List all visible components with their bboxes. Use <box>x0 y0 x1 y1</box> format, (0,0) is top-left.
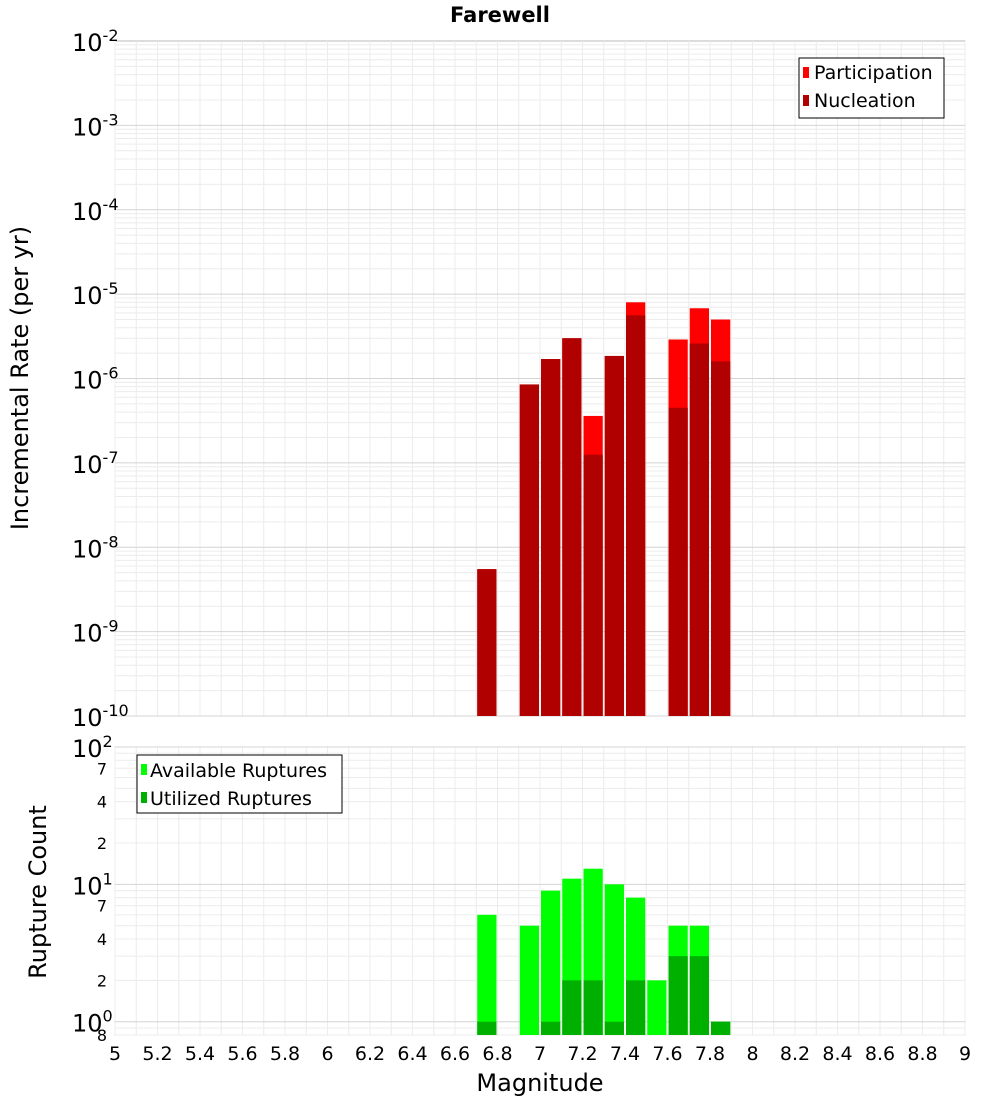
nucleation-legend-label: Nucleation <box>814 90 916 112</box>
utilized-ruptures-bar <box>541 1021 561 1035</box>
nucleation-bar <box>477 569 497 716</box>
rate-y-tick-label: 10-7 <box>72 448 119 479</box>
x-tick-labels: 5 5.2 5.4 5.6 5.8 6 6.2 6.4 6.6 6.8 7 7.2 7.4 7.6 7.8 8… <box>109 1043 971 1065</box>
rupture-bars <box>477 868 731 1035</box>
rate-gridlines <box>114 41 966 717</box>
utilized-ruptures-bar <box>562 980 582 1035</box>
nucleation-bar <box>668 407 688 716</box>
rupture-y-minor-tick-label: 7 <box>97 759 107 778</box>
x-tick-label: 8.8 <box>907 1043 937 1065</box>
x-tick-label: 6 <box>321 1043 333 1065</box>
rupture-count-plot: 100 101 102 8 2 4 7 2 4 7 5 5.2 5.4 5.6 5.8 6 6.2 6.4 6.6… <box>24 732 971 1097</box>
nucleation-bar <box>626 315 646 716</box>
x-tick-label: 5.4 <box>185 1043 215 1065</box>
rate-y-axis-label: Incremental Rate (per yr) <box>6 226 34 530</box>
x-tick-label: 9 <box>959 1043 971 1065</box>
available-ruptures-bar <box>604 884 624 1035</box>
rupture-y-minor-tick-label: 2 <box>97 971 107 990</box>
rate-plot: 10-10 10-9 10-8 10-7 10-6 10-5 10-4 10-3 10-2 In… <box>6 26 966 732</box>
rate-y-tick-label: 10-5 <box>72 279 119 310</box>
rupture-gridlines <box>114 746 966 1036</box>
x-tick-label: 6.8 <box>482 1043 512 1065</box>
x-tick-label: 8 <box>746 1043 758 1065</box>
x-tick-label: 7 <box>534 1043 546 1065</box>
x-tick-label: 5.8 <box>270 1043 300 1065</box>
participation-legend-swatch <box>803 67 809 78</box>
x-tick-label: 6.4 <box>397 1043 427 1065</box>
available-legend-swatch <box>141 764 147 775</box>
x-tick-label: 5 <box>109 1043 121 1065</box>
rate-y-tick-labels: 10-10 10-9 10-8 10-7 10-6 10-5 10-4 10-3 10-2 <box>72 26 129 732</box>
utilized-ruptures-bar <box>583 980 603 1035</box>
rupture-y-minor-tick-label: 8 <box>97 1026 107 1045</box>
rate-y-tick-label: 10-2 <box>72 26 119 57</box>
available-ruptures-bar <box>647 980 667 1035</box>
rupture-y-minor-tick-label: 4 <box>97 930 107 949</box>
x-tick-label: 7.2 <box>567 1043 597 1065</box>
nucleation-bar <box>689 343 709 716</box>
nucleation-bar <box>583 454 603 716</box>
available-ruptures-bar <box>541 890 561 1035</box>
rate-y-tick-label: 10-10 <box>72 701 129 732</box>
x-tick-label: 5.6 <box>227 1043 257 1065</box>
utilized-ruptures-bar <box>668 956 688 1035</box>
utilized-legend-label: Utilized Ruptures <box>150 788 312 810</box>
rupture-y-minor-tick-label: 7 <box>97 897 107 916</box>
rate-legend: Participation Nucleation <box>798 57 945 119</box>
rupture-y-tick-label: 102 <box>72 732 113 763</box>
utilized-ruptures-bar <box>626 980 646 1035</box>
rupture-y-tick-label: 101 <box>72 869 113 900</box>
x-tick-label: 8.6 <box>865 1043 895 1065</box>
rate-bars <box>477 302 731 716</box>
x-axis-label: Magnitude <box>476 1069 603 1097</box>
nucleation-bar <box>711 361 731 716</box>
rate-legend-box <box>798 57 945 119</box>
x-tick-label: 6.2 <box>355 1043 385 1065</box>
rupture-y-tick-label: 100 <box>72 1007 113 1038</box>
available-ruptures-bar <box>477 914 497 1035</box>
nucleation-bar <box>519 384 539 716</box>
rupture-legend-box <box>136 754 343 814</box>
nucleation-bar <box>562 338 582 716</box>
rupture-y-minor-tick-label: 2 <box>97 834 107 853</box>
x-tick-label: 8.2 <box>780 1043 810 1065</box>
rupture-y-tick-labels: 100 101 102 8 2 4 7 2 4 7 <box>72 732 113 1045</box>
x-tick-label: 6.6 <box>440 1043 470 1065</box>
rate-y-tick-label: 10-3 <box>72 110 119 141</box>
utilized-ruptures-bar <box>477 1021 497 1035</box>
x-tick-label: 8.4 <box>822 1043 852 1065</box>
available-legend-label: Available Ruptures <box>150 760 327 782</box>
utilized-ruptures-bar <box>604 1021 624 1035</box>
nucleation-bar <box>541 359 561 716</box>
rate-y-tick-label: 10-6 <box>72 364 119 395</box>
available-ruptures-bar <box>519 925 539 1035</box>
utilized-legend-swatch <box>141 792 147 803</box>
rate-y-tick-label: 10-8 <box>72 532 119 563</box>
utilized-ruptures-bar <box>689 956 709 1035</box>
rate-y-tick-label: 10-9 <box>72 617 119 648</box>
rupture-y-axis-label: Rupture Count <box>24 805 52 979</box>
x-tick-label: 5.2 <box>142 1043 172 1065</box>
x-tick-label: 7.8 <box>695 1043 725 1065</box>
chart-title: Farewell <box>450 3 550 27</box>
x-tick-label: 7.6 <box>652 1043 682 1065</box>
rate-y-tick-label: 10-4 <box>72 195 119 226</box>
utilized-ruptures-bar <box>711 1021 731 1035</box>
nucleation-legend-swatch <box>803 95 809 106</box>
rupture-legend: Available Ruptures Utilized Ruptures <box>136 754 343 814</box>
rupture-y-minor-tick-label: 4 <box>97 793 107 812</box>
x-tick-label: 7.4 <box>610 1043 640 1065</box>
participation-legend-label: Participation <box>814 62 933 84</box>
nucleation-bar <box>604 355 624 716</box>
